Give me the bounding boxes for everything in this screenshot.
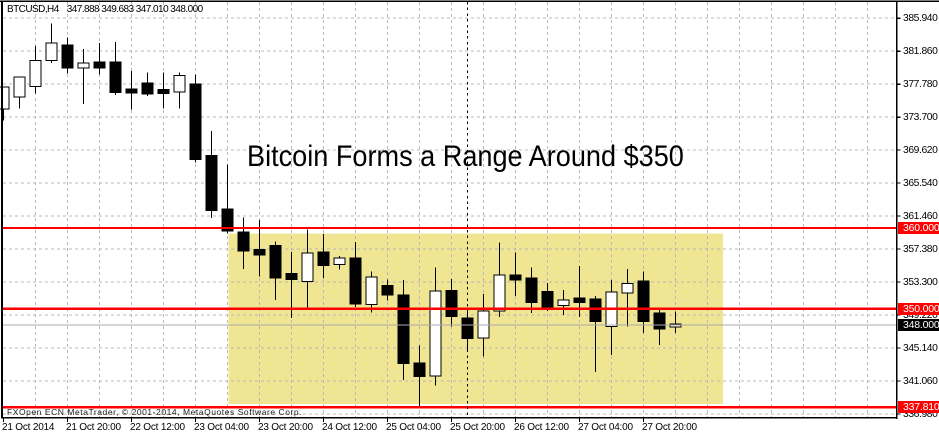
time-axis-label: 21 Oct 20:00	[66, 422, 121, 433]
candle-body-down	[269, 245, 282, 279]
candle-body-down	[125, 88, 138, 94]
candle-body-up	[301, 252, 314, 282]
candle-body-down	[397, 294, 410, 364]
candle-body-down	[157, 89, 170, 94]
candle-body-up	[429, 290, 442, 377]
candle-body-down	[445, 290, 458, 317]
time-axis-label: 21 Oct 2014	[2, 422, 55, 433]
time-axis-line[interactable]	[1, 417, 897, 419]
line-price-tag: 360.000	[898, 221, 939, 234]
candle-body-up	[45, 42, 58, 62]
price-axis-label: 381.860	[903, 45, 938, 57]
candle-body-down	[509, 274, 522, 281]
line-price-tag: 337.810	[898, 401, 939, 414]
candle-body-down	[317, 251, 330, 267]
time-axis-label: 27 Oct 04:00	[578, 422, 633, 433]
candle-body-down	[93, 61, 106, 69]
candle-body-up	[365, 276, 378, 306]
candle-body-down	[253, 248, 266, 256]
candle-body-down	[413, 362, 426, 378]
candle-body-down	[205, 155, 218, 212]
candle-body-down	[285, 273, 298, 281]
candle-body-down	[653, 312, 666, 330]
price-axis-label: 353.300	[903, 276, 938, 288]
price-axis-line[interactable]	[895, 0, 898, 420]
candle-body-down	[141, 82, 154, 95]
price-tag-value: 337.810	[903, 401, 939, 414]
candle-body-down	[221, 208, 234, 232]
price-axis-label: 336.980	[903, 408, 938, 420]
time-axis-label: 25 Oct 20:00	[450, 422, 505, 433]
price-tag-value: 360.000	[903, 221, 939, 234]
candle-body-down	[573, 297, 586, 304]
candle-body-up	[13, 76, 26, 98]
candle-body-up	[557, 299, 570, 307]
candle-body-down	[349, 257, 362, 305]
candle-body-down	[525, 277, 538, 304]
candle-body-up	[77, 62, 90, 69]
price-axis-label: 385.940	[903, 12, 938, 24]
ohlc-quote-values: 347.888 349.683 347.010 348.000	[66, 4, 203, 15]
line-price-tag: 350.000	[898, 302, 939, 315]
candle-body-down	[109, 61, 122, 94]
time-axis-label: 22 Oct 12:00	[130, 422, 185, 433]
candle-body-down	[589, 298, 602, 323]
candle-body-down	[541, 290, 554, 309]
quote-line: BTCUSD,H4 347.888 349.683 347.010 348.000	[7, 4, 203, 15]
price-tag-value: 350.000	[903, 302, 939, 315]
candle-body-up	[0, 86, 10, 110]
time-axis-label: 23 Oct 04:00	[194, 422, 249, 433]
candle-body-up	[173, 75, 186, 93]
price-axis-label: 349.220	[903, 309, 938, 321]
price-axis-label: 361.460	[903, 210, 938, 222]
candle-body-down	[61, 44, 74, 69]
candle-body-up	[333, 257, 346, 265]
price-axis-label: 365.540	[903, 177, 938, 189]
candle-body-down	[637, 280, 650, 323]
price-axis-label: 373.700	[903, 111, 938, 123]
window-border-left	[1, 0, 3, 419]
price-axis-label: 357.380	[903, 243, 938, 255]
copyright-label: FXOpen ECN MetaTrader, © 2001-2014, Meta…	[7, 406, 303, 417]
price-axis-label: 377.780	[903, 78, 938, 90]
time-axis-label: 27 Oct 20:00	[642, 422, 697, 433]
window-border-top	[0, 0, 939, 3]
symbol-timeframe-label: BTCUSD,H4	[7, 4, 59, 15]
candle-body-down	[237, 231, 250, 252]
price-axis-label: 345.140	[903, 342, 938, 354]
candle-body-down	[381, 284, 394, 296]
time-axis-label: 24 Oct 12:00	[322, 422, 377, 433]
bid-price-tag: 348.000	[898, 318, 939, 331]
candle-body-up	[493, 274, 506, 312]
candle-body-up	[29, 60, 42, 87]
chart-title-annotation[interactable]: Bitcoin Forms a Range Around $350	[247, 140, 684, 173]
time-axis-label: 23 Oct 20:00	[258, 422, 313, 433]
price-axis-label: 341.060	[903, 375, 938, 387]
price-tag-value: 348.000	[903, 318, 939, 331]
candle-body-down	[189, 83, 202, 161]
time-axis-label: 26 Oct 12:00	[514, 422, 569, 433]
price-axis-label: 369.620	[903, 144, 938, 156]
candle-body-up	[621, 283, 634, 294]
time-axis-label: 25 Oct 04:00	[386, 422, 441, 433]
